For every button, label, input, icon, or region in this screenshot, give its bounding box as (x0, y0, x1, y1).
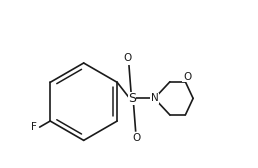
Text: N: N (151, 93, 158, 103)
Text: S: S (128, 92, 136, 105)
Text: O: O (183, 72, 191, 82)
Text: O: O (133, 133, 141, 143)
Text: O: O (124, 53, 132, 63)
Text: F: F (31, 122, 37, 132)
